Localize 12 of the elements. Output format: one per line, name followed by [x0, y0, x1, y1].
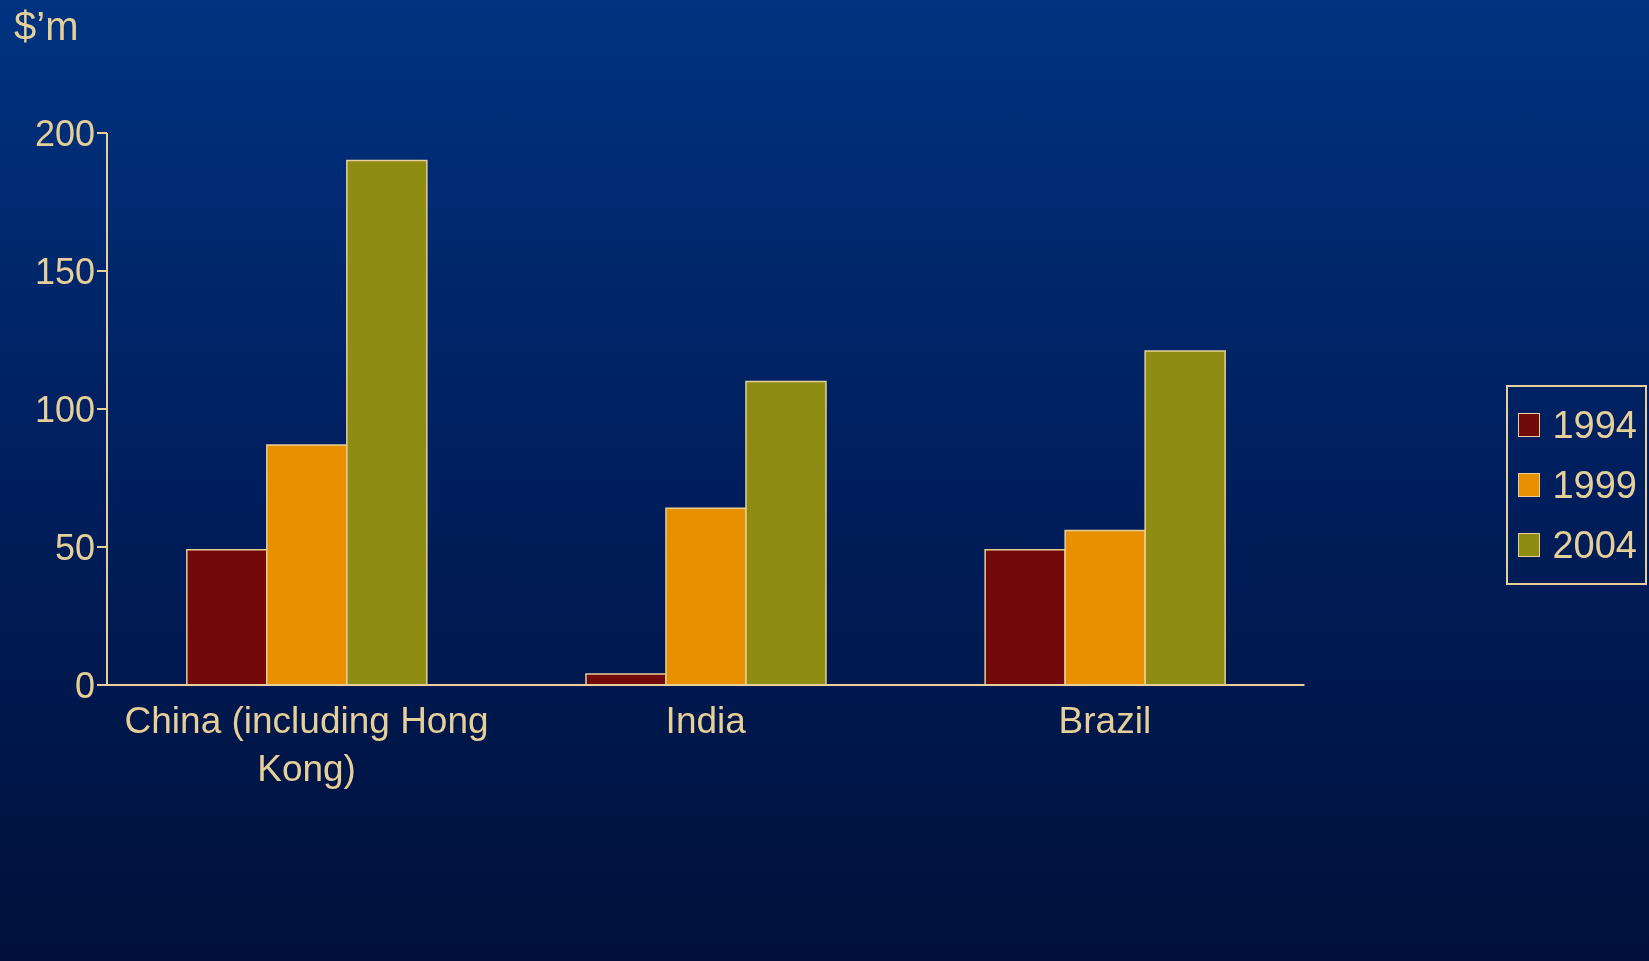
x-tick-label: India: [665, 700, 747, 741]
x-tick-label: Brazil: [1058, 700, 1152, 741]
legend-label: 1994: [1552, 403, 1637, 447]
y-tick-label: 100: [34, 388, 95, 430]
y-tick-label: 200: [34, 112, 95, 154]
x-tick-label: China (including Hong Kong): [124, 700, 489, 789]
y-axis-title: $’m: [14, 4, 79, 49]
legend-label: 1999: [1552, 463, 1637, 507]
y-tick-label: 50: [54, 526, 95, 568]
y-tick-label: 0: [74, 664, 95, 706]
legend-label: 2004: [1552, 523, 1637, 567]
y-tick-label: 150: [34, 250, 95, 292]
